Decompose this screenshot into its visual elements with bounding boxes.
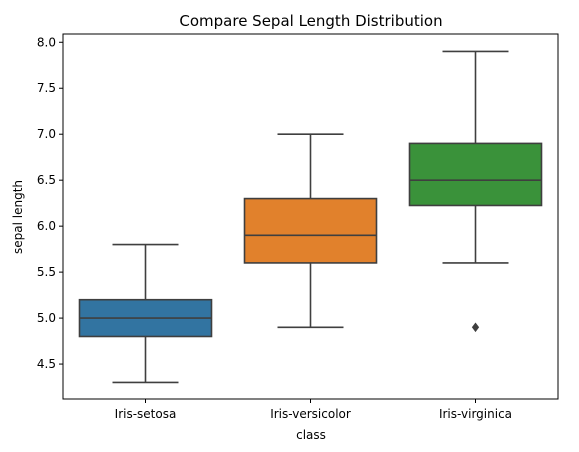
chart-title: Compare Sepal Length Distribution	[179, 12, 442, 30]
y-tick-label: 7.5	[37, 81, 56, 95]
box-group	[78, 243, 213, 384]
outlier-point	[471, 322, 480, 333]
y-tick-label: 7.0	[37, 127, 56, 141]
y-axis: 4.5 5.0 5.5 6.0 6.5 7.0 7.5 8.0	[37, 35, 63, 371]
y-axis-label: sepal length	[11, 180, 25, 254]
box-group	[243, 133, 378, 329]
x-tick-label: Iris-virginica	[439, 407, 512, 421]
y-tick-label: 5.0	[37, 311, 56, 325]
x-axis-label: class	[296, 428, 326, 442]
x-axis: Iris-setosa Iris-versicolor Iris-virginica	[115, 399, 512, 421]
y-tick-label: 6.5	[37, 173, 56, 187]
y-tick-label: 4.5	[37, 357, 56, 371]
iqr-box	[243, 197, 378, 264]
y-tick-label: 5.5	[37, 265, 56, 279]
x-tick-label: Iris-setosa	[115, 407, 177, 421]
box-group	[408, 50, 543, 333]
boxes-layer	[78, 50, 543, 384]
iqr-box	[408, 142, 543, 207]
y-tick-label: 8.0	[37, 35, 56, 49]
x-tick-label: Iris-versicolor	[270, 407, 351, 421]
y-tick-label: 6.0	[37, 219, 56, 233]
